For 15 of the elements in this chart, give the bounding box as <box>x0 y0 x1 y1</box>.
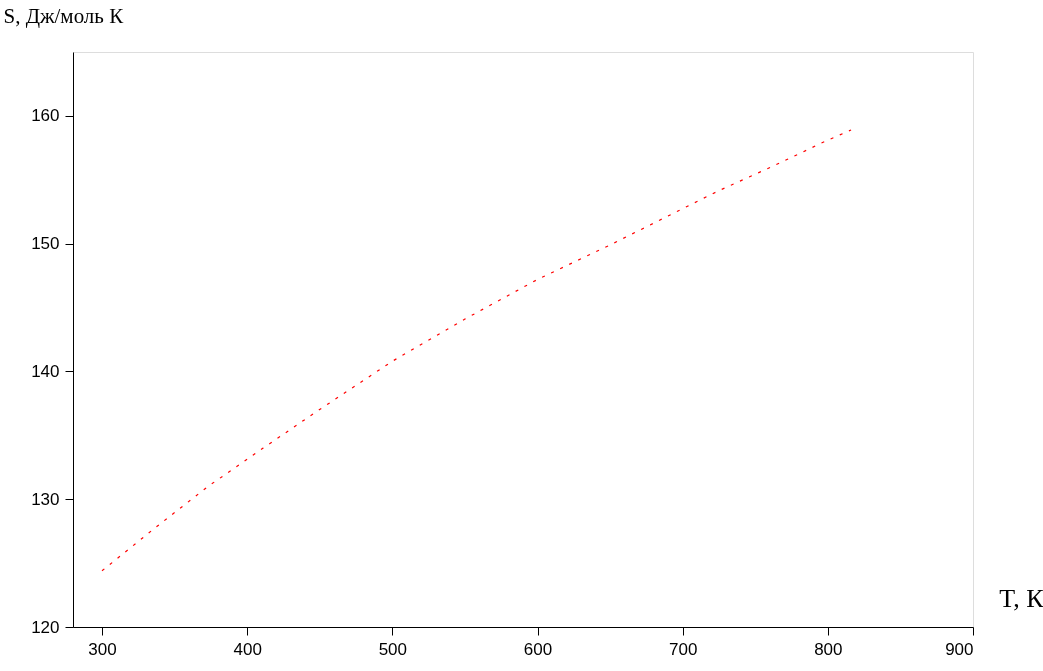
x-tick-label: 600 <box>523 639 553 659</box>
y-tick-label: 160 <box>31 106 60 126</box>
line-series <box>101 129 852 572</box>
x-tick-label: 400 <box>233 639 262 659</box>
x-tick-label: 700 <box>668 639 698 659</box>
x-axis-title: T, К <box>999 583 1043 613</box>
y-tick-label: 140 <box>31 361 60 381</box>
y-axis-title: S, Дж/моль К <box>3 3 125 28</box>
y-tick-label: 120 <box>31 617 60 637</box>
x-tick-label: 500 <box>378 639 408 659</box>
y-tick-label: 130 <box>31 489 60 509</box>
x-tick-label: 300 <box>88 639 117 659</box>
y-tick-label: 150 <box>31 234 60 254</box>
x-tick-label: 800 <box>814 639 843 659</box>
x-tick-label: 900 <box>945 639 974 659</box>
